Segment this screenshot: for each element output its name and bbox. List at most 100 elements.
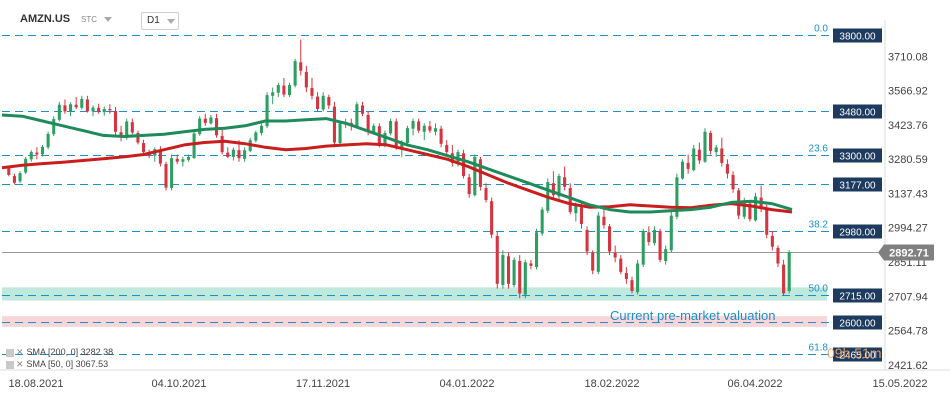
- candle-body: [355, 104, 359, 127]
- level-price-tag-5: 2715.00: [833, 288, 882, 303]
- candle-body: [725, 164, 729, 174]
- candle: [636, 259, 640, 295]
- candle-body: [636, 263, 640, 293]
- candle: [523, 259, 527, 299]
- candle-body: [52, 119, 56, 135]
- candle-body: [366, 115, 370, 132]
- candle-body: [473, 156, 477, 196]
- candle: [535, 228, 539, 270]
- level-price-tag-1: 3480.00: [833, 104, 882, 119]
- candle-body: [664, 249, 668, 262]
- candle-body: [40, 146, 45, 155]
- candle-body: [529, 263, 533, 266]
- candle: [658, 228, 662, 263]
- candle-body: [439, 128, 443, 144]
- candle: [259, 123, 263, 136]
- sma50-name: SMA [50, 0]: [26, 359, 74, 369]
- candle: [57, 101, 61, 122]
- candle-body: [158, 149, 162, 164]
- candle: [74, 97, 78, 110]
- candle-body: [563, 177, 567, 187]
- candle: [630, 276, 634, 294]
- candle-body: [652, 229, 656, 244]
- y-tick-label: 2994.27: [888, 223, 928, 235]
- candle-body: [332, 106, 336, 143]
- candle: [254, 130, 258, 143]
- indicator-legend: ✕ SMA [200, 0] 3282.38 ✕ SMA [50, 0] 3067.…: [6, 346, 113, 370]
- candle: [214, 113, 219, 138]
- candle-body: [310, 87, 314, 96]
- candle-body: [731, 174, 735, 190]
- candle-body: [7, 167, 11, 175]
- candle-body: [265, 95, 269, 127]
- y-tick-label: 3710.08: [888, 51, 928, 63]
- level-price-tag-text: 3300.00: [839, 152, 876, 163]
- indicator-settings-icon[interactable]: [6, 360, 14, 369]
- candle-body: [417, 121, 421, 131]
- candle-body: [512, 259, 516, 285]
- candle: [360, 101, 365, 117]
- level-price-tag-text: 2600.00: [839, 319, 876, 330]
- candle-body: [287, 85, 292, 96]
- candle: [35, 147, 39, 160]
- level-price-tag-7: 2465.00: [833, 347, 882, 362]
- candle-body: [46, 133, 50, 148]
- level-price-tag-text: 2465.00: [839, 351, 876, 362]
- candle: [787, 250, 791, 294]
- candle: [770, 231, 774, 251]
- candle: [327, 94, 331, 110]
- zone-band-1: [2, 316, 827, 327]
- candle-body: [383, 132, 387, 145]
- level-price-tag-bg: [833, 177, 882, 192]
- candle-body: [422, 125, 426, 132]
- candle-body: [506, 256, 511, 284]
- candle-body: [776, 247, 780, 264]
- candle: [287, 82, 292, 98]
- candle-body: [102, 109, 106, 113]
- candle-body: [400, 142, 404, 148]
- candle-body: [495, 235, 499, 284]
- symbol-label[interactable]: AMZN.US: [20, 13, 71, 25]
- timeframe-select[interactable]: D1: [141, 12, 179, 30]
- indicator-settings-icon[interactable]: [6, 348, 14, 357]
- level-price-tag-3: 3177.00: [833, 177, 882, 192]
- y-tick-label: 3280.59: [888, 154, 928, 166]
- candle-body: [69, 104, 73, 112]
- candle-body: [579, 207, 584, 224]
- close-icon[interactable]: ✕: [16, 347, 24, 357]
- level-price-tag-bg: [833, 28, 882, 43]
- candle: [243, 147, 247, 162]
- candle-body: [372, 125, 376, 133]
- candle: [332, 101, 336, 148]
- candle: [299, 39, 303, 76]
- candle-body: [720, 148, 724, 163]
- level-price-tag-bg: [833, 347, 882, 362]
- sma200-name: SMA [200, 0]: [26, 347, 79, 357]
- level-price-tag-text: 2715.00: [839, 292, 876, 303]
- candle-body: [742, 202, 746, 217]
- legend-sma50[interactable]: ✕ SMA [50, 0] 3067.53: [6, 358, 113, 370]
- level-price-tag-0: 3800.00: [833, 28, 882, 43]
- candle-body: [63, 105, 67, 112]
- chevron-down-icon: [167, 19, 175, 24]
- legend-sma200[interactable]: ✕ SMA [200, 0] 3282.38: [6, 346, 113, 358]
- symbol-dropdown-icon[interactable]: [104, 17, 112, 22]
- candle: [276, 82, 280, 98]
- close-icon[interactable]: ✕: [16, 359, 24, 369]
- candle-body: [709, 132, 713, 151]
- candle: [506, 252, 511, 289]
- candle-body: [753, 196, 758, 221]
- candle: [231, 147, 235, 161]
- x-tick-label: 17.11.2021: [296, 378, 350, 390]
- candle: [490, 197, 494, 239]
- candle: [136, 130, 140, 145]
- candle: [433, 123, 438, 136]
- candle: [591, 250, 595, 275]
- candle-body: [142, 143, 146, 153]
- candle: [119, 125, 123, 142]
- candle: [422, 123, 426, 141]
- candle-body: [389, 120, 393, 134]
- candle-body: [697, 149, 701, 161]
- candle: [52, 116, 56, 137]
